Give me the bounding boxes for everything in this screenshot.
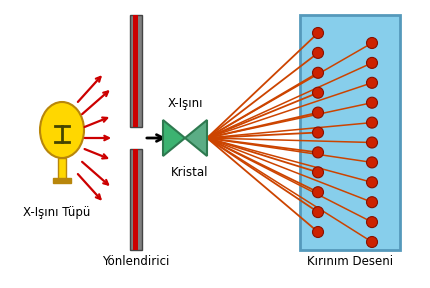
- Text: X-Işını Tüpü: X-Işını Tüpü: [23, 206, 91, 219]
- Circle shape: [366, 236, 378, 247]
- Text: Yönlendirici: Yönlendirici: [102, 255, 170, 268]
- Polygon shape: [163, 120, 185, 156]
- Circle shape: [313, 27, 323, 39]
- Circle shape: [366, 217, 378, 228]
- Circle shape: [366, 37, 378, 48]
- Circle shape: [366, 177, 378, 188]
- Circle shape: [313, 206, 323, 218]
- Bar: [300, 15, 400, 250]
- Text: Kristal: Kristal: [171, 166, 209, 179]
- Circle shape: [313, 87, 323, 98]
- Ellipse shape: [40, 102, 84, 158]
- Circle shape: [366, 97, 378, 108]
- Circle shape: [366, 57, 378, 69]
- Circle shape: [313, 147, 323, 158]
- Bar: [130, 15, 142, 127]
- Circle shape: [366, 197, 378, 208]
- Circle shape: [366, 137, 378, 148]
- Bar: [130, 149, 142, 250]
- Bar: [133, 15, 138, 127]
- Circle shape: [366, 117, 378, 128]
- Circle shape: [366, 77, 378, 88]
- Circle shape: [313, 48, 323, 58]
- Circle shape: [313, 107, 323, 118]
- Bar: [133, 149, 138, 250]
- Polygon shape: [185, 120, 207, 156]
- Bar: [53, 178, 71, 183]
- Circle shape: [313, 67, 323, 78]
- Circle shape: [313, 167, 323, 178]
- Text: X-Işını: X-Işını: [168, 97, 203, 110]
- Circle shape: [313, 127, 323, 138]
- Circle shape: [313, 226, 323, 238]
- Bar: [58, 158, 66, 180]
- Text: Kırınım Deseni: Kırınım Deseni: [307, 255, 393, 268]
- Circle shape: [313, 187, 323, 198]
- Circle shape: [366, 157, 378, 168]
